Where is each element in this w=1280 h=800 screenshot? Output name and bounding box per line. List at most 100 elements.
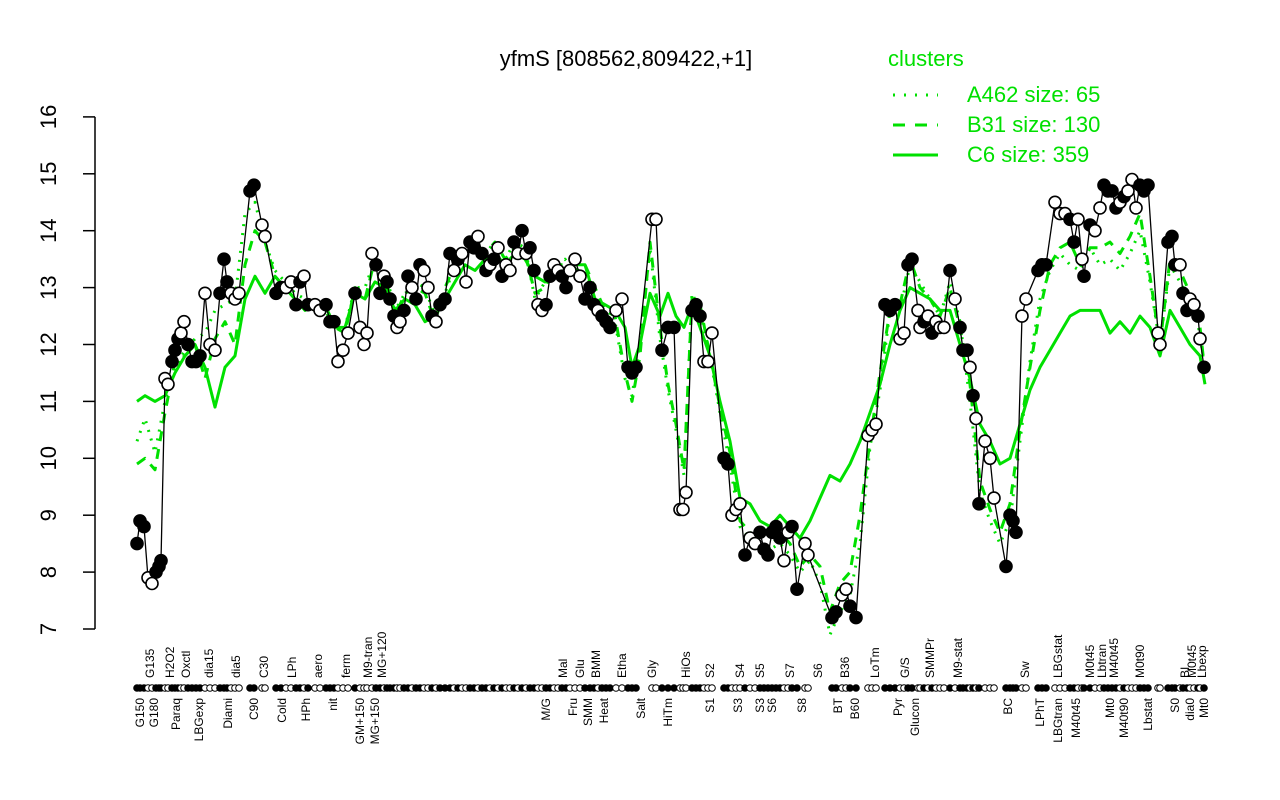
x-label-top: G135 bbox=[143, 648, 157, 678]
x-label-top: Sw bbox=[1018, 661, 1032, 678]
data-point bbox=[963, 360, 977, 375]
data-point bbox=[978, 434, 992, 449]
data-point bbox=[1088, 223, 1102, 238]
x-tick-labels: G135 H2O2 Oxctl dia15 dia5 C30 LPh aero ferm M9-t… bbox=[133, 631, 1211, 744]
x-label-top: Glu bbox=[573, 659, 587, 678]
data-point bbox=[655, 343, 669, 358]
data-point bbox=[609, 303, 623, 318]
data-point bbox=[459, 275, 473, 289]
data-point bbox=[503, 263, 517, 278]
data-point bbox=[327, 314, 341, 329]
data-point bbox=[220, 275, 234, 289]
x-label-bottom: B60 bbox=[848, 698, 862, 720]
data-point bbox=[615, 292, 629, 306]
data-point bbox=[232, 286, 246, 301]
data-point bbox=[1165, 229, 1179, 244]
x-label-bottom: LBGexp bbox=[192, 698, 206, 742]
data-point bbox=[145, 576, 159, 591]
x-label-bottom: HPh bbox=[299, 698, 313, 721]
data-point bbox=[733, 496, 747, 511]
x-label-bottom: Mt0 bbox=[1103, 698, 1117, 718]
data-point bbox=[360, 326, 374, 340]
data-point bbox=[417, 263, 431, 278]
data-point bbox=[1075, 252, 1089, 267]
x-label-top: M9-stat bbox=[951, 637, 965, 678]
x-label-bottom: C90 bbox=[247, 698, 261, 720]
data-point bbox=[213, 286, 227, 301]
data-point bbox=[987, 491, 1001, 505]
data-point bbox=[948, 292, 962, 306]
x-label-bottom: LBGtran bbox=[1051, 698, 1065, 743]
data-point bbox=[217, 252, 231, 267]
data-point bbox=[1121, 184, 1135, 198]
data-point bbox=[701, 354, 715, 369]
y-tick-label: 8 bbox=[36, 566, 61, 578]
data-point bbox=[649, 212, 663, 227]
data-point bbox=[629, 360, 643, 375]
x-rug bbox=[133, 684, 1208, 692]
data-point bbox=[348, 286, 362, 301]
x-label-bottom: HiTm bbox=[661, 698, 675, 727]
data-point bbox=[1191, 309, 1205, 323]
data-point bbox=[168, 343, 182, 358]
data-point bbox=[331, 354, 345, 369]
data-point bbox=[373, 286, 387, 301]
x-label-bottom: SMM bbox=[581, 698, 595, 726]
rug-mark bbox=[990, 684, 998, 692]
data-point bbox=[409, 292, 423, 306]
data-point bbox=[869, 417, 883, 432]
data-point bbox=[1067, 235, 1081, 249]
data-point bbox=[785, 519, 799, 534]
x-label-top: M9-tran bbox=[361, 637, 375, 678]
y-tick-label: 10 bbox=[36, 446, 61, 470]
data-point bbox=[1187, 297, 1201, 312]
data-point bbox=[208, 343, 222, 358]
legend-label-b31: B31 size: 130 bbox=[967, 112, 1100, 137]
data-point bbox=[1009, 525, 1023, 540]
data-point bbox=[380, 275, 394, 289]
rug-mark bbox=[235, 684, 243, 692]
x-label-bottom: S0 bbox=[1168, 698, 1182, 713]
expression-series bbox=[130, 172, 1211, 625]
rug-mark bbox=[1022, 684, 1030, 692]
data-point bbox=[1105, 184, 1119, 198]
data-point bbox=[573, 269, 587, 284]
data-point bbox=[137, 519, 151, 534]
rug-mark bbox=[852, 684, 860, 692]
data-point bbox=[969, 411, 983, 426]
data-point bbox=[405, 280, 419, 295]
x-label-bottom: G180 bbox=[147, 698, 161, 728]
legend-title: clusters bbox=[888, 46, 964, 71]
rug-mark bbox=[250, 684, 258, 692]
data-point bbox=[689, 297, 703, 312]
x-label-bottom: S1 bbox=[703, 698, 717, 713]
data-point bbox=[397, 303, 411, 318]
data-point bbox=[563, 263, 577, 278]
data-point bbox=[568, 252, 582, 267]
data-point bbox=[336, 343, 350, 358]
data-point bbox=[1141, 178, 1155, 192]
x-label-top: Gly bbox=[645, 660, 659, 678]
data-point bbox=[693, 309, 707, 323]
x-label-bottom: Paraq bbox=[169, 698, 183, 730]
data-point bbox=[401, 269, 415, 284]
data-point bbox=[455, 246, 469, 261]
x-label-top: S5 bbox=[753, 663, 767, 678]
x-label-top: ferm bbox=[339, 654, 353, 678]
data-point bbox=[161, 377, 175, 392]
data-point bbox=[721, 457, 735, 471]
y-tick-label: 13 bbox=[36, 275, 61, 299]
data-point bbox=[523, 241, 537, 255]
data-point bbox=[475, 246, 489, 261]
rug-mark bbox=[872, 684, 880, 692]
x-label-bottom: Lbstat bbox=[1141, 697, 1155, 730]
data-point bbox=[438, 292, 452, 306]
data-point bbox=[790, 582, 804, 597]
data-point bbox=[198, 286, 212, 301]
data-point bbox=[983, 451, 997, 466]
data-point bbox=[583, 280, 597, 295]
x-label-top: C30 bbox=[257, 656, 271, 678]
data-point bbox=[1039, 257, 1053, 272]
y-tick-label: 15 bbox=[36, 162, 61, 186]
